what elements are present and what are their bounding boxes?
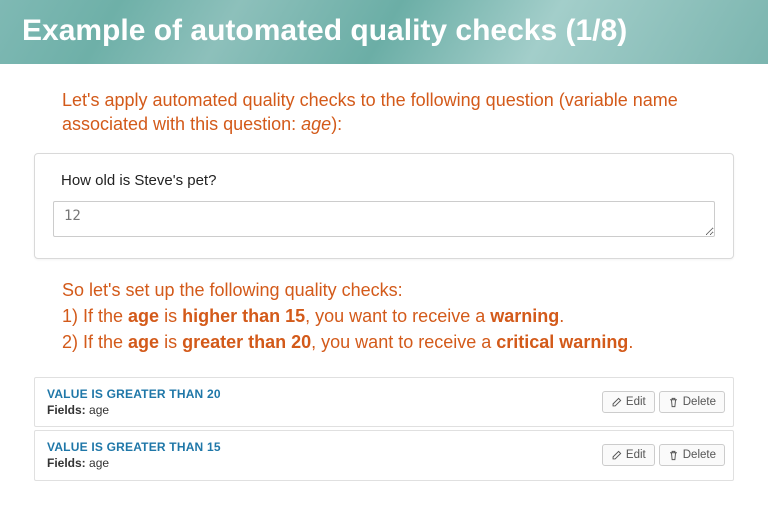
item1-var1: age — [128, 306, 159, 326]
question-label: How old is Steve's pet? — [61, 172, 715, 189]
page-header: Example of automated quality checks (1/8… — [0, 0, 768, 64]
trash-icon — [668, 397, 679, 408]
rule-fields-value: age — [89, 456, 109, 470]
rule-fields: Fields: age — [47, 455, 221, 471]
item1-var3: warning — [490, 306, 559, 326]
edit-label: Edit — [626, 449, 646, 461]
delete-label: Delete — [683, 449, 716, 461]
item1-p1: If the — [78, 306, 128, 326]
rule-title: VALUE IS GREATER THAN 20 — [47, 386, 221, 402]
item2-p2: is — [159, 332, 182, 352]
rule-fields-label: Fields: — [47, 403, 86, 417]
intro-variable: age — [301, 114, 331, 134]
intro-text: Let's apply automated quality checks to … — [62, 88, 706, 137]
instruction-item-1: 1) If the age is higher than 15, you wan… — [62, 303, 706, 329]
item2-p4: . — [628, 332, 633, 352]
delete-button[interactable]: Delete — [659, 444, 725, 466]
rule-fields: Fields: age — [47, 402, 221, 418]
edit-icon — [611, 397, 622, 408]
item2-p1: If the — [78, 332, 128, 352]
rules-list: VALUE IS GREATER THAN 20 Fields: age Edi… — [34, 377, 734, 481]
rule-row: VALUE IS GREATER THAN 20 Fields: age Edi… — [34, 377, 734, 427]
item1-var2: higher than 15 — [182, 306, 305, 326]
rule-actions: Edit Delete — [602, 391, 725, 413]
item2-var2: greater than 20 — [182, 332, 311, 352]
edit-button[interactable]: Edit — [602, 391, 655, 413]
rule-fields-value: age — [89, 403, 109, 417]
item1-p2: is — [159, 306, 182, 326]
item2-var1: age — [128, 332, 159, 352]
main-content: Let's apply automated quality checks to … — [0, 64, 768, 481]
intro-prefix: Let's apply automated quality checks to … — [62, 90, 678, 134]
trash-icon — [668, 450, 679, 461]
rule-title: VALUE IS GREATER THAN 15 — [47, 439, 221, 455]
page-title: Example of automated quality checks (1/8… — [22, 14, 627, 47]
rule-fields-label: Fields: — [47, 456, 86, 470]
item2-var3: critical warning — [496, 332, 628, 352]
item1-number: 1) — [62, 306, 78, 326]
question-card: How old is Steve's pet? — [34, 153, 734, 259]
edit-label: Edit — [626, 396, 646, 408]
delete-label: Delete — [683, 396, 716, 408]
instructions-lead: So let's set up the following quality ch… — [62, 277, 706, 303]
instructions-block: So let's set up the following quality ch… — [62, 277, 706, 355]
edit-icon — [611, 450, 622, 461]
item1-p4: . — [559, 306, 564, 326]
answer-input[interactable] — [53, 201, 715, 237]
item2-number: 2) — [62, 332, 78, 352]
rule-info: VALUE IS GREATER THAN 20 Fields: age — [47, 386, 221, 418]
edit-button[interactable]: Edit — [602, 444, 655, 466]
rule-row: VALUE IS GREATER THAN 15 Fields: age Edi… — [34, 430, 734, 480]
rule-actions: Edit Delete — [602, 444, 725, 466]
instruction-item-2: 2) If the age is greater than 20, you wa… — [62, 329, 706, 355]
rule-info: VALUE IS GREATER THAN 15 Fields: age — [47, 439, 221, 471]
delete-button[interactable]: Delete — [659, 391, 725, 413]
item2-p3: , you want to receive a — [311, 332, 496, 352]
intro-suffix: ): — [331, 114, 342, 134]
item1-p3: , you want to receive a — [305, 306, 490, 326]
